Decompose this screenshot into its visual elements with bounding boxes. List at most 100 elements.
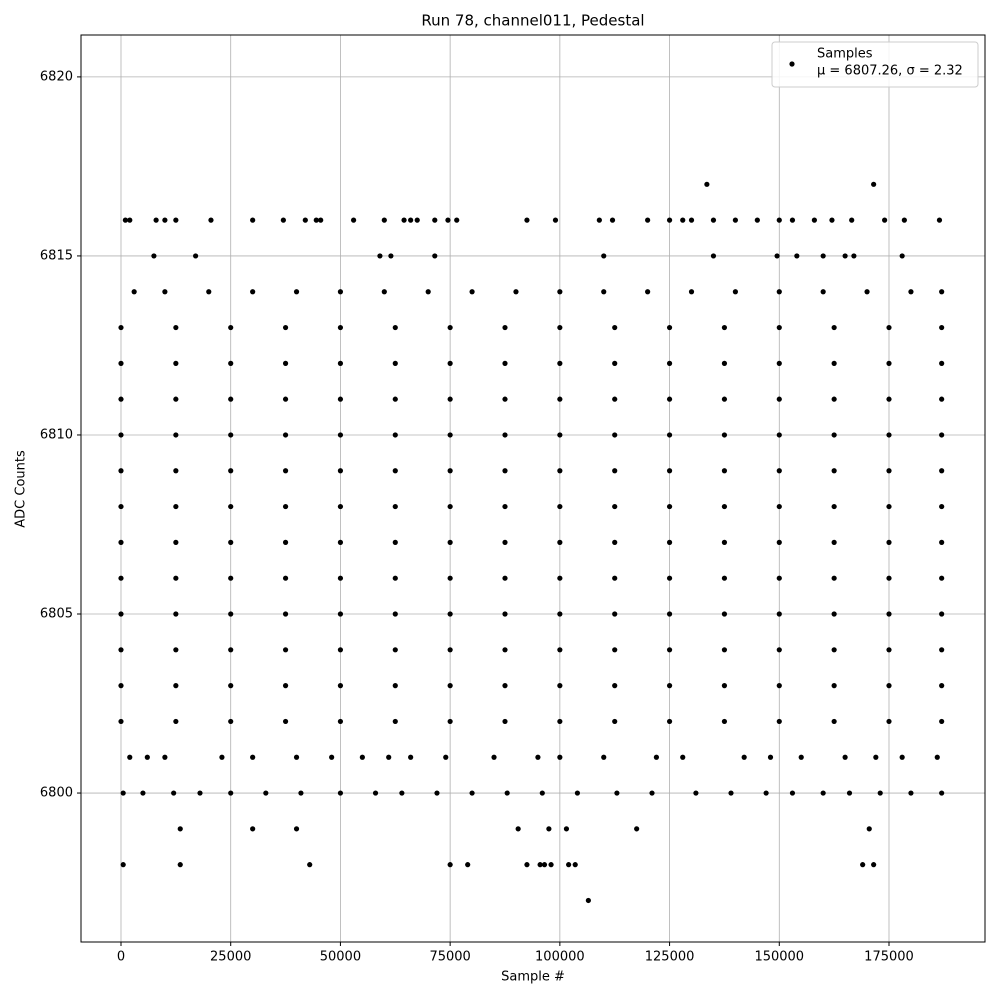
point <box>408 754 414 760</box>
point <box>732 289 738 295</box>
point <box>563 826 570 832</box>
point <box>811 217 817 223</box>
point <box>541 862 548 868</box>
point <box>228 575 234 581</box>
point <box>842 754 848 760</box>
point <box>831 539 837 545</box>
point <box>447 360 453 366</box>
y-tick-label: 6800 <box>40 786 73 801</box>
point <box>502 683 508 689</box>
point <box>372 790 379 796</box>
point <box>934 754 940 760</box>
point <box>939 539 945 545</box>
point <box>666 683 673 689</box>
point <box>763 790 769 796</box>
point <box>502 611 508 617</box>
point <box>794 253 800 259</box>
point <box>515 826 521 832</box>
point <box>886 611 892 617</box>
point <box>601 253 607 259</box>
legend-box <box>771 41 979 88</box>
point <box>886 396 892 402</box>
point <box>447 718 453 725</box>
point <box>282 396 289 402</box>
point <box>282 360 289 366</box>
point <box>282 647 289 653</box>
point <box>282 575 289 581</box>
point <box>392 396 398 402</box>
point <box>313 217 319 223</box>
point <box>122 217 128 223</box>
point <box>337 790 344 796</box>
point <box>557 683 563 689</box>
point <box>173 539 179 545</box>
point <box>939 790 945 796</box>
point <box>721 432 728 438</box>
point <box>645 289 651 295</box>
point <box>776 539 782 545</box>
point <box>250 754 256 760</box>
point <box>666 611 673 617</box>
x-tick-label: 175000 <box>864 950 914 965</box>
point <box>118 324 124 331</box>
point <box>557 324 563 331</box>
point <box>666 718 673 725</box>
point <box>118 611 124 617</box>
point <box>219 754 225 760</box>
point <box>612 683 618 689</box>
point <box>721 718 728 725</box>
x-tick-label: 25000 <box>210 950 251 965</box>
point <box>118 396 124 402</box>
point <box>228 324 234 331</box>
point <box>171 790 177 796</box>
point <box>612 611 618 617</box>
point <box>502 360 508 366</box>
point <box>208 217 214 223</box>
point <box>721 503 728 510</box>
point <box>282 718 289 725</box>
point <box>293 289 300 295</box>
point <box>653 754 660 760</box>
point <box>864 289 870 295</box>
point <box>939 503 945 510</box>
point <box>721 360 728 366</box>
point <box>392 503 398 510</box>
point <box>776 217 782 223</box>
point <box>392 647 398 653</box>
point <box>282 468 289 474</box>
point <box>820 289 826 295</box>
point <box>831 432 837 438</box>
point <box>776 718 782 725</box>
point <box>886 503 892 510</box>
point <box>886 575 892 581</box>
point <box>612 503 618 510</box>
point <box>612 539 618 545</box>
point <box>118 575 124 581</box>
legend-label: Samples <box>817 47 873 62</box>
point <box>454 217 460 223</box>
point <box>871 181 877 187</box>
point <box>566 862 572 868</box>
point <box>548 862 554 868</box>
point <box>754 217 760 223</box>
point <box>831 718 837 725</box>
point <box>447 503 453 510</box>
point <box>552 217 559 223</box>
point <box>557 432 563 438</box>
point <box>447 396 453 402</box>
point <box>447 468 453 474</box>
x-tick-label: 50000 <box>320 950 361 965</box>
point <box>939 289 945 295</box>
point <box>886 683 892 689</box>
point <box>162 754 168 760</box>
point <box>539 790 545 796</box>
point <box>206 289 212 295</box>
point <box>513 289 519 295</box>
point <box>173 647 179 653</box>
point <box>337 503 344 510</box>
point <box>118 683 124 689</box>
point <box>666 539 673 545</box>
point <box>173 468 179 474</box>
point <box>502 575 508 581</box>
point <box>704 181 710 187</box>
